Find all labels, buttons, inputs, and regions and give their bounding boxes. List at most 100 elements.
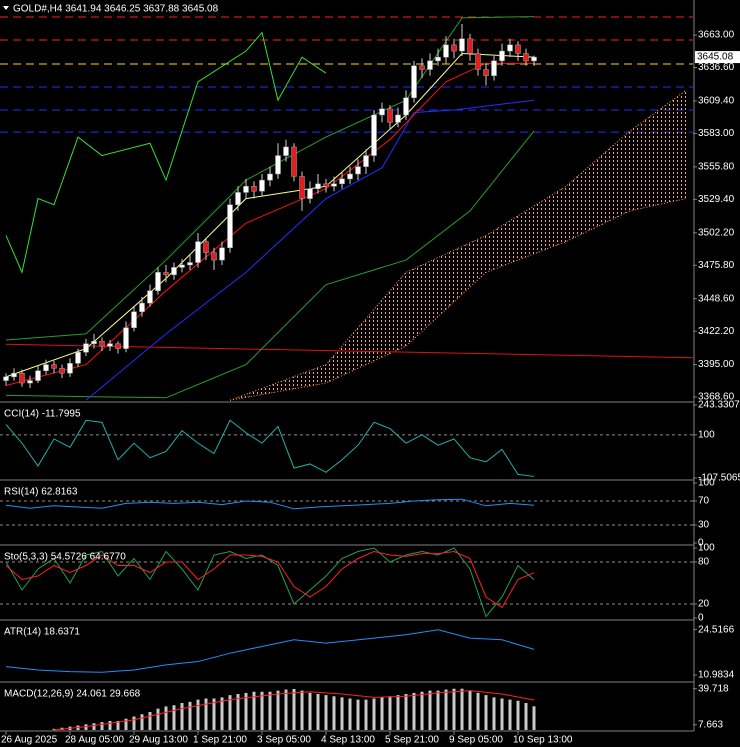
candle-body	[355, 166, 361, 175]
panel-title: RSI(14) 62.8163	[4, 487, 78, 498]
histogram-bar	[52, 728, 56, 730]
histogram-bar	[364, 699, 368, 730]
candle-body	[43, 364, 49, 371]
histogram-bar	[404, 694, 408, 730]
histogram-bar	[372, 698, 376, 730]
candle-body	[347, 173, 353, 180]
histogram-bar	[276, 690, 280, 730]
menu-triangle[interactable]	[3, 6, 9, 10]
candle-body	[243, 186, 249, 193]
histogram-bar	[460, 688, 464, 730]
histogram-bar	[444, 689, 448, 730]
indicator-line	[5, 130, 535, 399]
candle-body	[195, 241, 201, 263]
candle-body	[203, 241, 209, 253]
y-tick-label: 3395.00	[698, 359, 735, 370]
indicator-line	[5, 52, 535, 378]
x-tick-label: 1 Sep 21:00	[193, 735, 247, 746]
histogram-bar	[388, 696, 392, 730]
candle-body	[27, 380, 33, 384]
histogram-bar	[132, 716, 136, 730]
candle-body	[227, 204, 233, 249]
candle-body	[339, 178, 345, 185]
candle-body	[147, 290, 153, 304]
candle-body	[19, 372, 25, 384]
x-tick-label: 29 Aug 13:00	[129, 735, 188, 746]
histogram-bar	[476, 692, 480, 730]
candle-body	[427, 60, 433, 70]
histogram-bar	[244, 692, 248, 730]
histogram-bar	[300, 690, 304, 730]
candle-body	[411, 65, 417, 99]
indicator-line	[85, 99, 535, 401]
histogram-bar	[340, 697, 344, 730]
histogram-bar	[412, 692, 416, 730]
candle-body	[315, 183, 321, 189]
candle-body	[131, 311, 137, 328]
histogram-bar	[180, 703, 184, 730]
histogram-bar	[332, 696, 336, 730]
histogram-bar	[196, 699, 200, 730]
histogram-bar	[268, 691, 272, 730]
price-tag	[695, 51, 740, 64]
y-tick-label: 3368.60	[698, 392, 735, 403]
candle-body	[3, 376, 9, 381]
indicator-line	[5, 547, 535, 618]
x-tick-label: 5 Sep 21:00	[385, 735, 439, 746]
histogram-bar	[348, 698, 352, 730]
candle-body	[403, 97, 409, 116]
histogram-bar	[428, 690, 432, 730]
x-tick-label: 3 Sep 05:00	[257, 735, 311, 746]
y-tick-label: 3529.40	[698, 194, 735, 205]
y-tick-label: -107.5065	[698, 473, 740, 484]
candle-body	[107, 343, 113, 347]
histogram-bar	[420, 691, 424, 730]
candle-body	[275, 155, 281, 175]
histogram-bar	[236, 694, 240, 730]
candle-body	[11, 372, 17, 378]
histogram-bar	[116, 721, 120, 730]
histogram-bar	[252, 691, 256, 730]
candle-body	[163, 272, 169, 276]
candle-body	[51, 364, 57, 369]
candle-body	[483, 69, 489, 76]
y-tick-label: 0	[698, 538, 704, 549]
candle-body	[331, 183, 337, 187]
candle-body	[155, 272, 161, 292]
y-tick-label: 243.3307	[698, 400, 740, 411]
histogram-bar	[148, 712, 152, 730]
candle-body	[475, 53, 481, 70]
histogram-bar	[524, 703, 528, 730]
candle-body	[187, 262, 193, 266]
histogram-bar	[172, 705, 176, 730]
candle-body	[139, 302, 145, 312]
indicator-line	[5, 629, 535, 673]
histogram-bar	[356, 699, 360, 730]
candle-body	[451, 44, 457, 52]
histogram-bar	[396, 695, 400, 730]
candle-body	[67, 363, 73, 374]
y-tick-label: 3583.00	[698, 128, 735, 139]
indicator-line	[5, 62, 534, 386]
y-tick-label: 10.9834	[698, 670, 735, 681]
candle-body	[35, 370, 41, 381]
y-tick-label: 100	[698, 543, 715, 554]
candle-body	[83, 343, 89, 353]
candle-body	[523, 53, 529, 62]
histogram-bar	[484, 695, 488, 730]
indicator-line	[5, 31, 327, 274]
histogram-bar	[220, 697, 224, 730]
y-tick-label: 3555.80	[698, 162, 735, 173]
candle-body	[371, 114, 377, 156]
y-tick-label: 100	[698, 478, 715, 489]
y-tick-label: 3422.20	[698, 326, 735, 337]
candle-body	[251, 186, 257, 192]
histogram-bar	[124, 718, 128, 730]
cloud-upper	[229, 89, 687, 401]
histogram-bar	[188, 701, 192, 730]
candle-body	[259, 179, 265, 192]
histogram-bar	[452, 688, 456, 730]
y-tick-label: 30	[698, 520, 710, 531]
